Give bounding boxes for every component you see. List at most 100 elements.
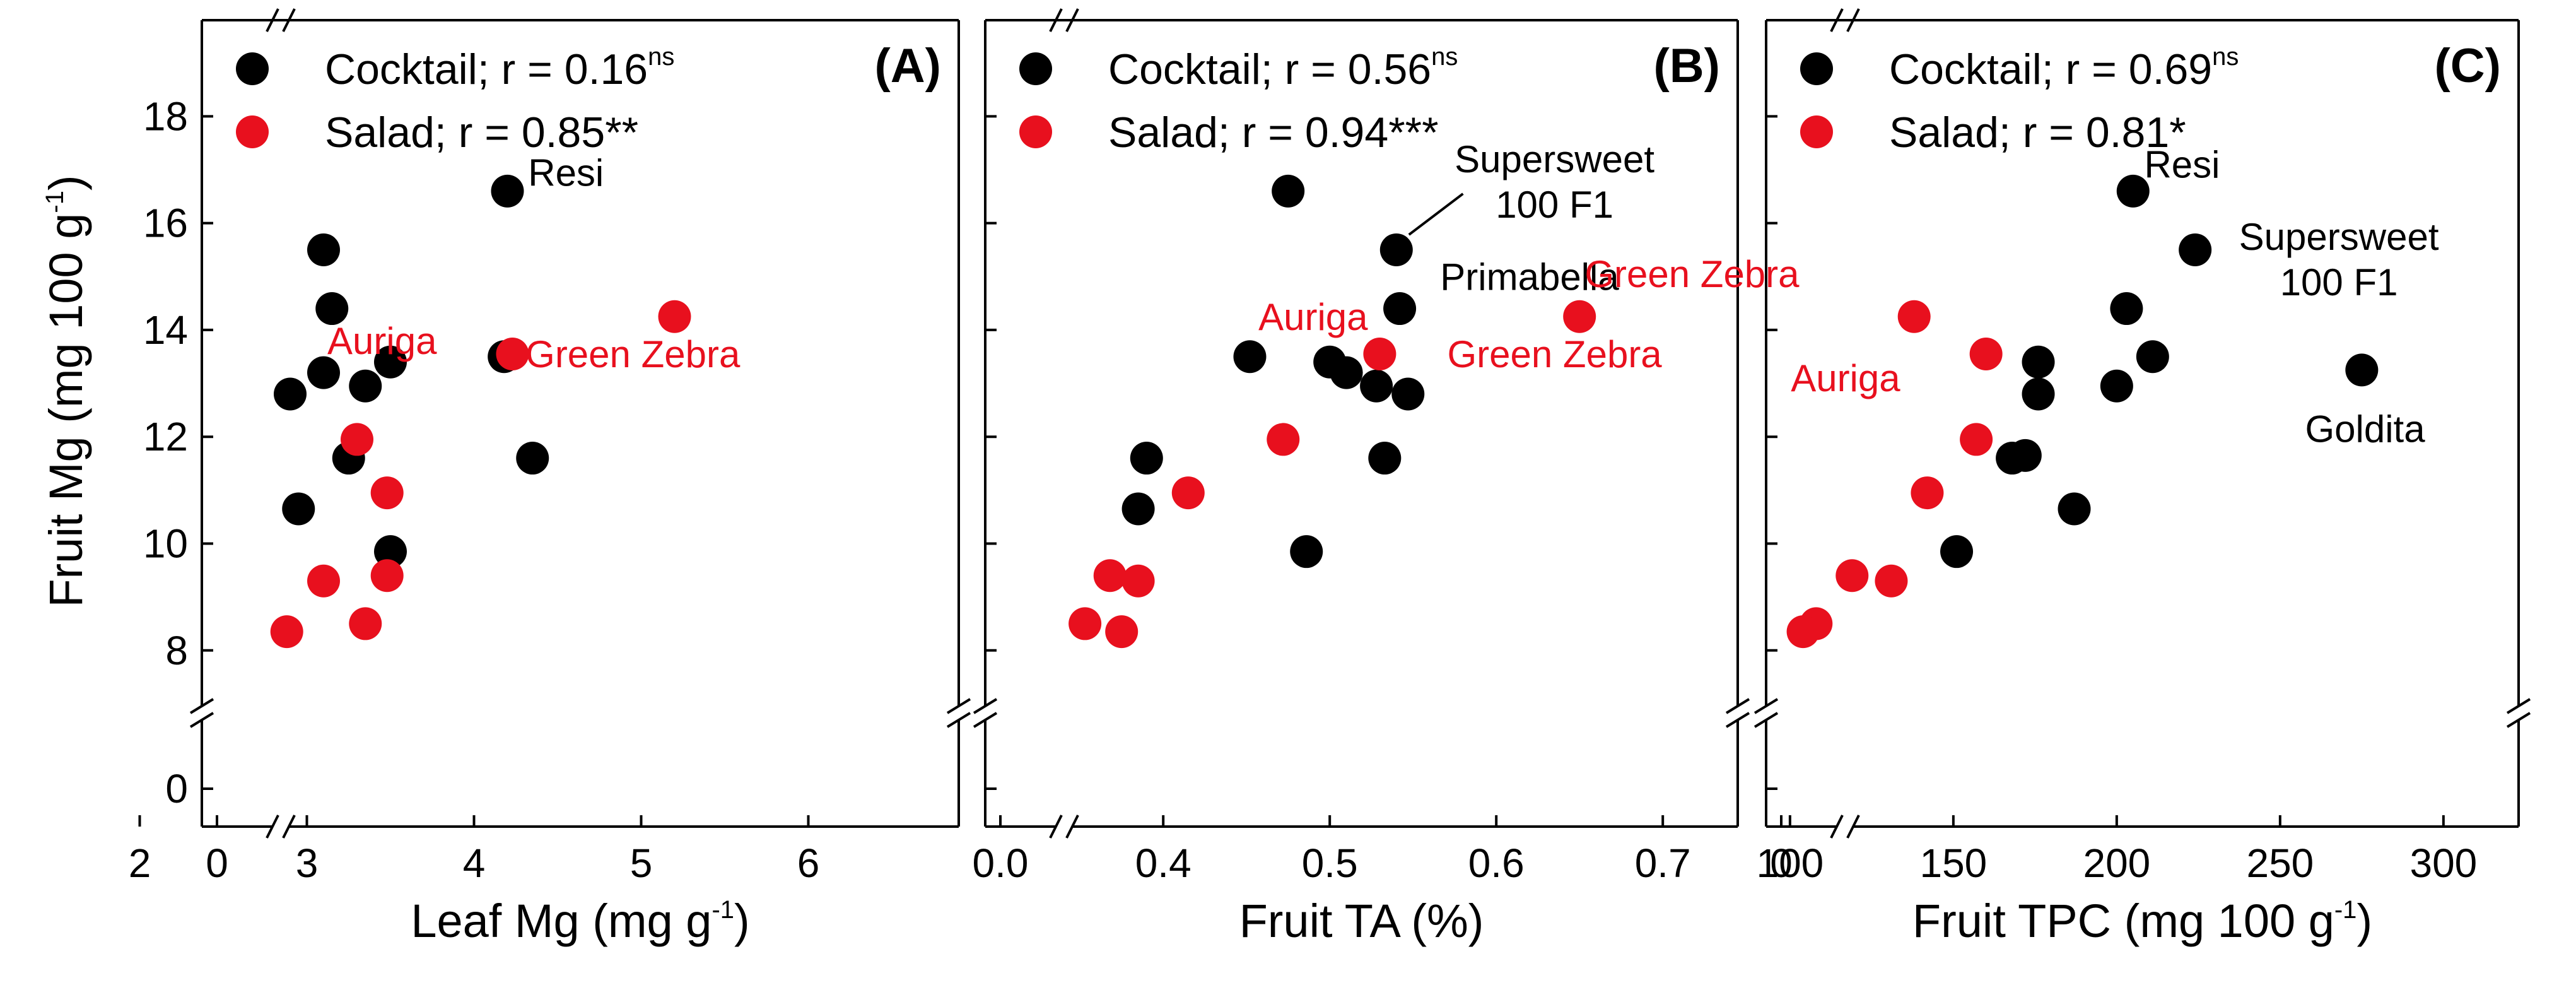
legend-text: Salad; r = 0.81* xyxy=(1889,109,2186,156)
x-tick-label: 0.6 xyxy=(1468,840,1525,886)
point-cocktail-8 xyxy=(1391,377,1425,411)
break-mark xyxy=(1753,712,1779,728)
point-cocktail-10 xyxy=(1368,442,1402,475)
point-cocktail-12 xyxy=(516,442,549,475)
annotation-100-f1: 100 F1 xyxy=(2280,261,2398,303)
point-cocktail-4 xyxy=(2136,340,2169,374)
break-mark xyxy=(282,8,296,32)
y-tick-label: 10 xyxy=(143,521,188,566)
annotation-100-f1: 100 F1 xyxy=(1496,184,1613,226)
legend-text: Cocktail; r = 0.16 xyxy=(325,45,648,93)
point-cocktail-9 xyxy=(374,535,407,569)
break-mark xyxy=(189,698,214,714)
legend-text: Salad; r = 0.85** xyxy=(325,109,638,156)
x-tick-label: 250 xyxy=(2246,840,2314,886)
y-axis-title-close: ) xyxy=(40,175,92,191)
x-axis-title-sup: -1 xyxy=(2334,896,2357,924)
point-salad-4 xyxy=(370,476,404,510)
annotation-goldita: Goldita xyxy=(2305,408,2425,451)
point-cocktail-2 xyxy=(2179,233,2212,266)
x-tick-label: 0.7 xyxy=(1635,840,1691,886)
point-cocktail-6 xyxy=(2345,353,2379,387)
x-axis-title: Fruit TA (%) xyxy=(1239,895,1484,947)
break-mark xyxy=(973,698,998,714)
point-cocktail-1 xyxy=(1272,174,1305,208)
annotation-auriga: Auriga xyxy=(1791,357,1900,399)
point-cocktail-1 xyxy=(307,233,340,266)
annotation-supersweet: Supersweet xyxy=(2239,216,2439,258)
break-mark xyxy=(1725,698,1750,714)
break-mark xyxy=(1753,698,1779,714)
legend-sup: ns xyxy=(648,43,674,71)
y-tick-label: 18 xyxy=(143,93,188,139)
point-cocktail-2 xyxy=(315,292,349,326)
legend-marker-cocktail xyxy=(1019,52,1052,85)
annotation-green-zebra: Green Zebra xyxy=(1584,253,1800,295)
point-cocktail-2 xyxy=(1379,233,1413,266)
point-cocktail-1 xyxy=(2116,174,2150,208)
y-axis-title-sup: -1 xyxy=(41,191,69,213)
x-tick-label: 6 xyxy=(797,840,820,886)
point-cocktail-11 xyxy=(1121,492,1155,526)
x-tick-label: 100 xyxy=(1756,840,1824,886)
point-salad-5 xyxy=(1835,559,1869,592)
break-mark xyxy=(282,815,296,839)
break-mark xyxy=(1065,815,1079,839)
break-mark xyxy=(189,712,214,728)
point-salad-2 xyxy=(658,300,691,333)
point-cocktail-3 xyxy=(1383,292,1417,326)
legend-label-cocktail: Cocktail; r = 0.69ns xyxy=(1889,43,2239,93)
y-tick-label: 16 xyxy=(143,201,188,246)
break-mark xyxy=(1049,8,1063,32)
legend-text: Cocktail; r = 0.56 xyxy=(1108,45,1431,93)
x-tick-label: 0 xyxy=(1770,840,1793,886)
break-mark xyxy=(266,8,279,32)
point-salad-4 xyxy=(1911,476,1944,510)
point-salad-1 xyxy=(496,338,529,370)
break-mark xyxy=(1846,815,1860,839)
point-salad-7 xyxy=(270,615,303,649)
point-cocktail-4 xyxy=(274,377,307,411)
point-cocktail-8 xyxy=(282,492,315,526)
x-tick-label: 2 xyxy=(129,840,151,886)
panel-label: (A) xyxy=(874,39,941,93)
x-tick-label: 3 xyxy=(296,840,319,886)
x-axis-title-close: ) xyxy=(734,895,750,947)
y-tick-label: 8 xyxy=(165,628,188,673)
point-cocktail-7 xyxy=(2100,369,2133,403)
point-salad-8 xyxy=(1105,615,1139,649)
legend-text: Salad; r = 0.94*** xyxy=(1108,109,1439,156)
break-mark xyxy=(1830,815,1844,839)
point-cocktail-4 xyxy=(1233,340,1267,374)
annotation-green-zebra: Green Zebra xyxy=(525,333,741,375)
annotation-supersweet: Supersweet xyxy=(1455,138,1654,180)
point-cocktail-7 xyxy=(1360,369,1393,403)
legend-label-salad: Salad; r = 0.81* xyxy=(1889,109,2186,156)
y-tick-label: 12 xyxy=(143,414,188,459)
point-cocktail-9 xyxy=(1130,442,1163,475)
legend-marker-salad xyxy=(236,115,269,148)
legend-marker-cocktail xyxy=(236,52,269,85)
annotation-auriga: Auriga xyxy=(327,320,437,362)
point-salad-2 xyxy=(1969,338,2003,370)
point-salad-2 xyxy=(1363,338,1396,370)
annotation-green-zebra: Green Zebra xyxy=(1448,333,1663,375)
point-cocktail-10 xyxy=(491,174,524,208)
point-salad-5 xyxy=(1093,559,1127,592)
x-tick-label: 150 xyxy=(1919,840,1987,886)
point-cocktail-11 xyxy=(2058,492,2091,526)
break-mark xyxy=(1065,8,1079,32)
point-cocktail-5 xyxy=(2022,345,2055,379)
x-axis-title: Leaf Mg (mg g-1) xyxy=(411,895,749,947)
x-tick-label: 5 xyxy=(630,840,653,886)
point-cocktail-10 xyxy=(2008,439,2042,472)
point-salad-1 xyxy=(1563,300,1596,333)
legend-marker-salad xyxy=(1019,115,1052,148)
x-tick-label: 0 xyxy=(206,840,228,886)
point-salad-4 xyxy=(1171,476,1205,510)
leader-line xyxy=(1408,192,1464,236)
break-mark xyxy=(1846,8,1860,32)
point-cocktail-8 xyxy=(2022,377,2055,411)
